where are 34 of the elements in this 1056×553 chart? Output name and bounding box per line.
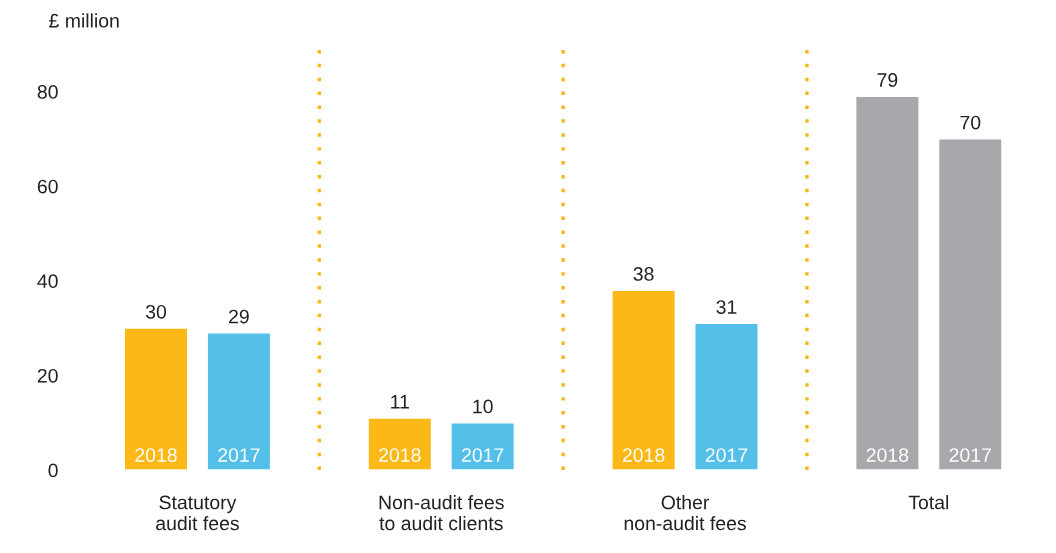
bar bbox=[937, 138, 1003, 471]
bar bbox=[206, 332, 272, 471]
text: 2018 bbox=[379, 448, 421, 462]
data-label: 70 bbox=[960, 115, 981, 130]
bar bbox=[450, 422, 516, 471]
text: 2017 bbox=[949, 448, 991, 462]
y-tick-label: 60 bbox=[37, 179, 58, 194]
text: 2017 bbox=[462, 448, 504, 462]
y-tick-label: 40 bbox=[37, 274, 58, 289]
series-label: 2017 bbox=[218, 448, 260, 462]
data-label: 79 bbox=[877, 73, 898, 87]
x-tick-label: Non-audit fees to audit clients bbox=[379, 495, 504, 531]
x-tick-label: Other non-audit fees bbox=[624, 495, 746, 531]
data-label: 38 bbox=[633, 267, 654, 281]
bar bbox=[694, 322, 759, 471]
text: 2017 bbox=[705, 448, 748, 462]
data-label: 31 bbox=[716, 300, 737, 314]
y-axis-title: £ million bbox=[49, 13, 119, 28]
bar bbox=[367, 417, 433, 471]
y-tick-label: 0 bbox=[48, 463, 58, 478]
data-label: 30 bbox=[145, 304, 167, 319]
y-tick-label: 20 bbox=[37, 368, 58, 383]
bar bbox=[123, 327, 189, 471]
data-label: 10 bbox=[473, 399, 493, 414]
bar bbox=[854, 95, 920, 471]
y-tick-label: 80 bbox=[37, 85, 58, 99]
data-label: 11 bbox=[391, 395, 409, 409]
x-tick-label: Statutory audit fees bbox=[156, 495, 239, 531]
data-label: 29 bbox=[229, 309, 249, 324]
text: 2018 bbox=[622, 448, 665, 462]
bar bbox=[611, 289, 676, 471]
x-tick-label: Total bbox=[908, 495, 949, 510]
text: 2018 bbox=[866, 448, 909, 462]
series-label: 2018 bbox=[135, 448, 177, 462]
